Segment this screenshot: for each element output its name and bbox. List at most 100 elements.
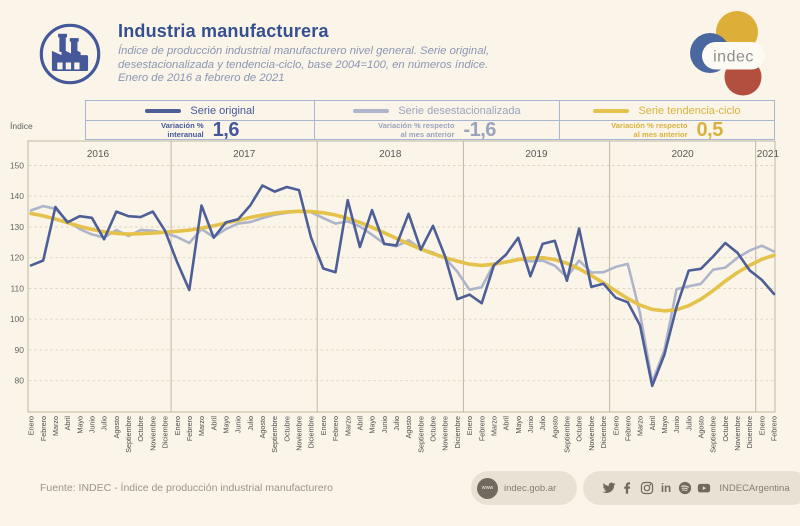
y-tick-label: 80 [15,376,25,386]
instagram-icon [641,481,654,495]
month-label: Octubre [721,416,730,442]
month-label: Noviembre [295,416,304,451]
month-label: Enero [173,416,182,435]
year-label: 2018 [379,149,402,160]
month-label: Agosto [112,416,121,438]
month-label: Junio [672,416,681,433]
month-label: Septiembre [124,416,133,453]
svg-text:in: in [661,482,671,495]
serie-tendencia-label: Serie tendencia-ciclo [638,104,741,117]
month-label: Febrero [185,416,194,441]
month-label: Agosto [258,416,267,438]
month-label: Febrero [39,416,48,441]
month-label: Enero [27,416,36,435]
month-label: Agosto [697,416,706,438]
variacion-interanual-label: Variación % interanual [161,121,204,139]
month-label: Mayo [368,416,377,434]
month-label: Marzo [51,416,60,436]
social-handle: INDECArgentina [719,482,790,494]
y-tick-label: 110 [10,284,24,294]
month-label: Septiembre [709,416,718,453]
year-label: 2016 [87,149,110,160]
y-tick-label: 140 [10,191,24,201]
month-label: Abril [209,416,218,431]
month-label: Octubre [575,416,584,442]
month-label: Mayo [660,416,669,434]
legend-serie-tendencia: Serie tendencia-ciclo [559,101,774,120]
month-label: Octubre [136,416,145,442]
page-title: Industria manufacturera [118,21,329,41]
month-label: Noviembre [148,416,157,451]
y-tick-label: 90 [15,345,25,355]
subtitle-line-1: Índice de producción industrial manufact… [118,45,490,57]
month-label: Diciembre [745,416,754,448]
variacion-interanual-value: 1,6 [212,120,240,139]
month-label: Abril [502,416,511,431]
month-label: Junio [88,416,97,433]
month-label: Diciembre [453,416,462,448]
month-label: Febrero [623,416,632,441]
variacion-mensual-desest-cell: Variación % respecto al mes anterior -1,… [314,120,559,139]
month-label: Julio [684,416,693,431]
month-label: Julio [246,416,255,431]
month-label: Septiembre [563,416,572,453]
subtitle-line-2: desestacionalizada y tendencia-ciclo, ba… [118,58,489,71]
www-icon: www [477,477,498,499]
month-label: Abril [63,416,72,431]
month-label: Marzo [343,416,352,436]
month-label: Junio [380,416,389,433]
month-label: Noviembre [441,416,450,451]
month-label: Marzo [636,416,645,436]
y-tick-label: 130 [10,222,24,232]
spotify-icon [679,481,692,495]
month-label: Marzo [490,416,499,436]
plot-frame [27,140,776,413]
month-label: Noviembre [733,416,742,451]
logo-text: indec [713,49,754,66]
month-label: Diciembre [307,416,316,448]
year-label: 2020 [671,149,694,160]
legend-serie-desestacionalizada: Serie desestacionalizada [314,101,559,120]
month-label: Octubre [429,416,438,442]
series-serie-original [29,184,776,388]
serie-original-swatch [145,108,182,113]
month-label: Julio [392,416,401,431]
legend-table: Serie original Serie desestacionalizada … [85,100,775,140]
indec-logo: indec [690,11,765,96]
page-subtitle: Índice de producción industrial manufact… [118,45,489,86]
month-label: Enero [611,416,620,435]
factory-icon [39,23,101,85]
website-url: indec.gob.ar [504,482,557,494]
month-label: Julio [100,416,109,431]
legend-serie-original: Serie original [86,101,314,120]
serie-tendencia-swatch [593,108,630,113]
serie-desestacionalizada-swatch [353,108,390,113]
variacion-mensual-desest-value: -1,6 [463,120,496,139]
variacion-mensual-tendencia-label: Variación % respecto al mes anterior [611,121,688,139]
youtube-icon [698,483,711,493]
variacion-mensual-tendencia-cell: Variación % respecto al mes anterior 0,5 [559,120,774,139]
month-label: Agosto [404,416,413,438]
y-tick-label: 100 [10,314,24,324]
month-label: Mayo [222,416,231,434]
year-label: 2019 [525,149,548,160]
serie-original-label: Serie original [190,104,255,117]
variacion-interanual-cell: Variación % interanual 1,6 [86,120,314,139]
facebook-icon [624,482,631,494]
month-label: Septiembre [270,416,279,453]
year-label: 2017 [233,149,256,160]
website-pill[interactable]: www indec.gob.ar [471,471,577,505]
month-label: Julio [538,416,547,431]
logo-pill [702,42,765,70]
month-label: Mayo [75,416,84,434]
month-label: Noviembre [587,416,596,451]
y-tick-label: 150 [10,161,24,171]
month-label: Mayo [514,416,523,434]
month-label: Enero [319,416,328,435]
social-pill[interactable]: in INDECArgentina [583,471,800,505]
month-label: Marzo [197,416,206,436]
year-label: 2021 [757,149,780,160]
month-label: Enero [757,416,766,435]
